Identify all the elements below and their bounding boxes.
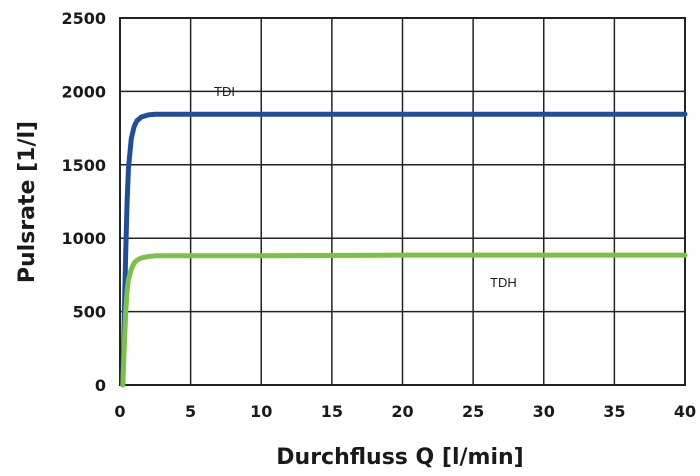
x-tick-label: 0 — [114, 402, 125, 421]
y-tick-label: 0 — [95, 376, 106, 395]
x-tick-label: 20 — [391, 402, 413, 421]
series-label-tdh: TDH — [490, 275, 517, 290]
x-axis-title: Durchfluss Q [l/min] — [276, 445, 523, 470]
grid-lines — [119, 17, 686, 386]
series-line-tdh — [120, 252, 688, 388]
y-tick-label: 500 — [73, 303, 106, 322]
y-tick-label: 2000 — [61, 82, 106, 101]
y-tick-label: 1500 — [61, 156, 106, 175]
y-axis-title: Pulsrate [1/l] — [15, 121, 40, 283]
series-line-tdi — [120, 111, 688, 388]
x-tick-label: 40 — [674, 402, 696, 421]
x-tick-label: 5 — [185, 402, 196, 421]
series-label-tdi: TDI — [214, 84, 235, 99]
series-lines — [120, 111, 688, 388]
tick-labels: 0 5 10 15 20 25 30 35 40 0 500 1000 1500 2000 2500 — [61, 9, 696, 421]
plot-frame — [119, 17, 686, 386]
x-tick-label: 15 — [321, 402, 343, 421]
y-tick-label: 1000 — [61, 229, 106, 248]
x-tick-label: 25 — [462, 402, 484, 421]
x-tick-label: 30 — [533, 402, 555, 421]
x-tick-label: 35 — [603, 402, 625, 421]
x-tick-label: 10 — [250, 402, 272, 421]
y-tick-label: 2500 — [61, 9, 106, 28]
